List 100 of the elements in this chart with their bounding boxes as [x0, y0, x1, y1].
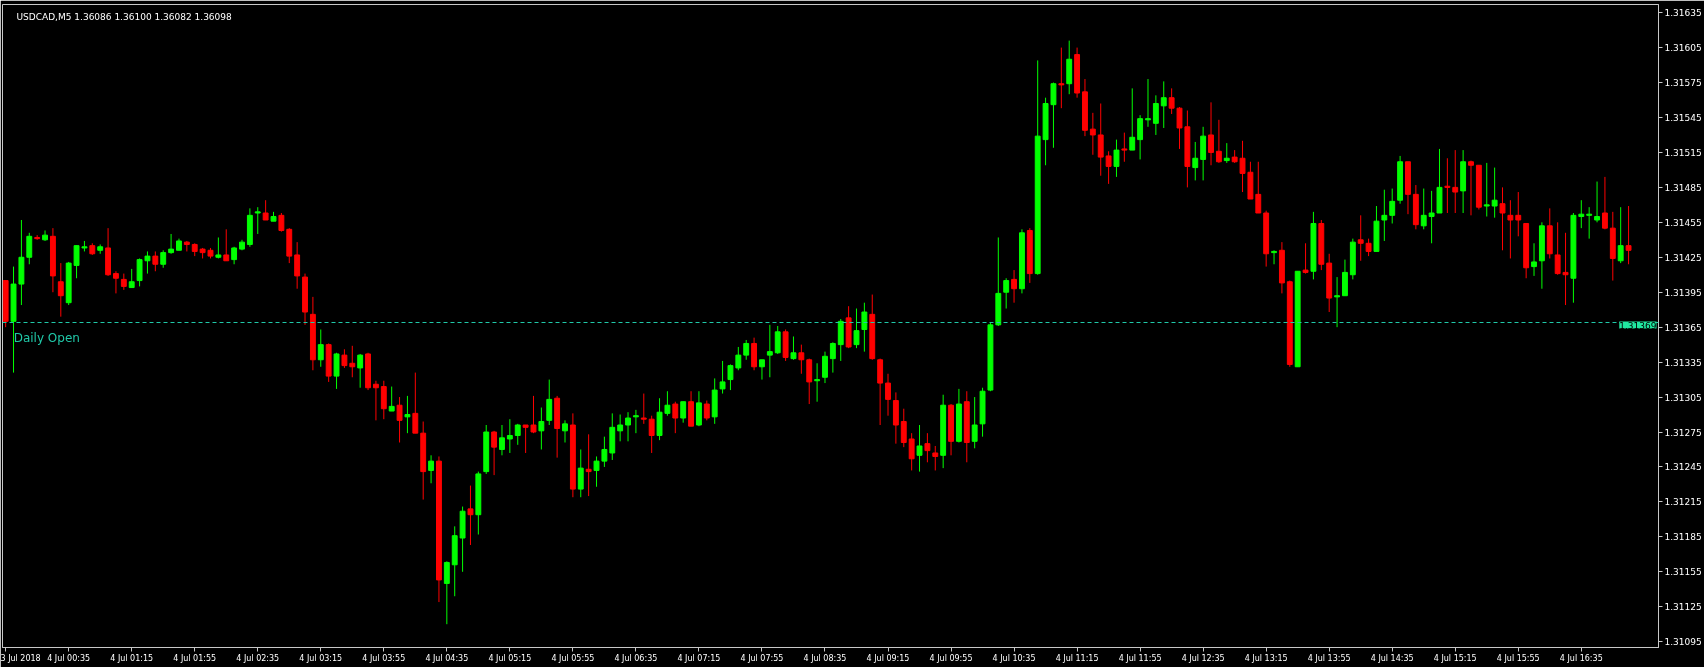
candlestick — [333, 352, 340, 390]
candlestick — [877, 358, 884, 426]
candlestick — [506, 418, 513, 454]
x-tick-label: 4 Jul 02:35 — [236, 653, 280, 663]
candlestick — [1137, 114, 1144, 160]
candlestick — [822, 351, 828, 384]
candlestick — [183, 240, 190, 252]
x-tick-label: 4 Jul 13:15 — [1244, 653, 1288, 663]
candlestick — [766, 324, 773, 378]
candlestick — [1468, 160, 1474, 216]
candlestick — [1160, 80, 1167, 129]
y-tick-label: 1.31425 — [1664, 252, 1702, 263]
candlestick — [719, 360, 726, 395]
candlestick — [1483, 162, 1490, 217]
candlestick — [853, 308, 860, 349]
candlestick — [1617, 206, 1624, 264]
y-tick-label: 1.31155 — [1664, 567, 1702, 578]
x-tick-label: 4 Jul 11:55 — [1118, 653, 1162, 663]
candlestick — [1594, 181, 1600, 223]
y-tick-label: 1.31365 — [1664, 322, 1702, 333]
y-tick-label: 1.31515 — [1664, 147, 1702, 158]
candlestick — [1452, 149, 1459, 214]
candlestick — [562, 419, 568, 443]
candlestick — [1499, 186, 1506, 251]
candlestick — [1334, 276, 1341, 328]
x-tick-label: 4 Jul 00:35 — [47, 653, 91, 663]
y-tick-label: 1.31275 — [1664, 427, 1702, 438]
candlestick — [759, 359, 765, 381]
y-tick-label: 1.31185 — [1664, 532, 1702, 543]
candlestick — [806, 358, 813, 405]
candlestick — [1601, 176, 1608, 230]
candlestick — [577, 448, 584, 498]
x-tick-label: 4 Jul 09:55 — [929, 653, 973, 663]
candlestick — [262, 199, 269, 221]
candlestick — [254, 206, 261, 235]
ref-line-label: Daily Open — [13, 330, 80, 345]
x-tick-label: 4 Jul 01:55 — [173, 653, 217, 663]
x-tick-label: 4 Jul 06:35 — [614, 653, 658, 663]
y-tick-label: 1.31095 — [1664, 637, 1702, 648]
candlestick — [1389, 188, 1396, 224]
candlestick — [648, 415, 655, 454]
candlestick — [790, 335, 797, 361]
candlestick — [861, 302, 868, 353]
candlestick — [404, 395, 411, 434]
candlestick — [1420, 188, 1427, 230]
candlestick — [743, 339, 750, 361]
y-tick-label: 1.31545 — [1664, 112, 1702, 123]
candlestick — [1168, 87, 1175, 115]
candlestick — [640, 393, 647, 425]
candlestick — [1531, 242, 1537, 277]
candlestick — [467, 485, 474, 546]
candlestick — [672, 401, 679, 434]
candlestick — [1089, 112, 1096, 156]
candlestick — [1192, 141, 1199, 181]
candlestick — [1097, 103, 1104, 177]
x-tick-label: 4 Jul 01:15 — [110, 653, 154, 663]
candlestick — [357, 353, 364, 389]
x-tick-label: 4 Jul 08:35 — [803, 653, 847, 663]
candlestick — [774, 325, 781, 355]
candlestick — [546, 379, 553, 426]
y-tick-label: 1.31125 — [1664, 602, 1702, 613]
candlestick — [1105, 150, 1112, 185]
candlestick — [916, 424, 923, 473]
candlestick — [837, 318, 844, 362]
candlestick — [128, 268, 135, 289]
candlestick — [1223, 142, 1230, 164]
candlestick — [499, 424, 505, 456]
candlestick — [625, 411, 631, 442]
candlestick — [1113, 139, 1120, 178]
candlestick — [1129, 87, 1136, 151]
x-tick-label: 4 Jul 03:15 — [299, 653, 343, 663]
y-tick-label: 1.31455 — [1664, 217, 1702, 228]
x-tick-label: 4 Jul 07:55 — [740, 653, 784, 663]
candlestick — [1381, 189, 1388, 242]
candlestick — [885, 373, 891, 417]
candlestick — [278, 212, 285, 233]
candlestick — [798, 344, 805, 375]
candlestick — [26, 232, 33, 265]
candlestick — [1058, 47, 1065, 109]
y-tick-label: 1.31605 — [1664, 43, 1702, 54]
y-tick-label: 1.31395 — [1664, 287, 1702, 298]
candlestick — [1121, 132, 1128, 163]
x-tick-label: 4 Jul 07:15 — [677, 653, 721, 663]
candlestick — [617, 414, 624, 442]
y-tick-label: 1.31485 — [1664, 182, 1702, 193]
candlestick — [814, 362, 821, 403]
candlestick — [1152, 94, 1159, 136]
candlestick — [1444, 157, 1451, 214]
candlestick — [1271, 249, 1277, 265]
x-tick-label: 4 Jul 03:55 — [362, 653, 406, 663]
candlestick — [1515, 191, 1522, 237]
candlestick — [1208, 101, 1214, 166]
candlestick — [168, 233, 175, 255]
candlestick — [294, 241, 301, 290]
candlestick — [538, 407, 545, 450]
x-tick-label: 4 Jul 16:35 — [1559, 653, 1603, 663]
candlestick — [1507, 199, 1514, 259]
candlestick — [1003, 277, 1010, 310]
candlestick — [428, 454, 435, 484]
candlestick — [380, 380, 387, 420]
